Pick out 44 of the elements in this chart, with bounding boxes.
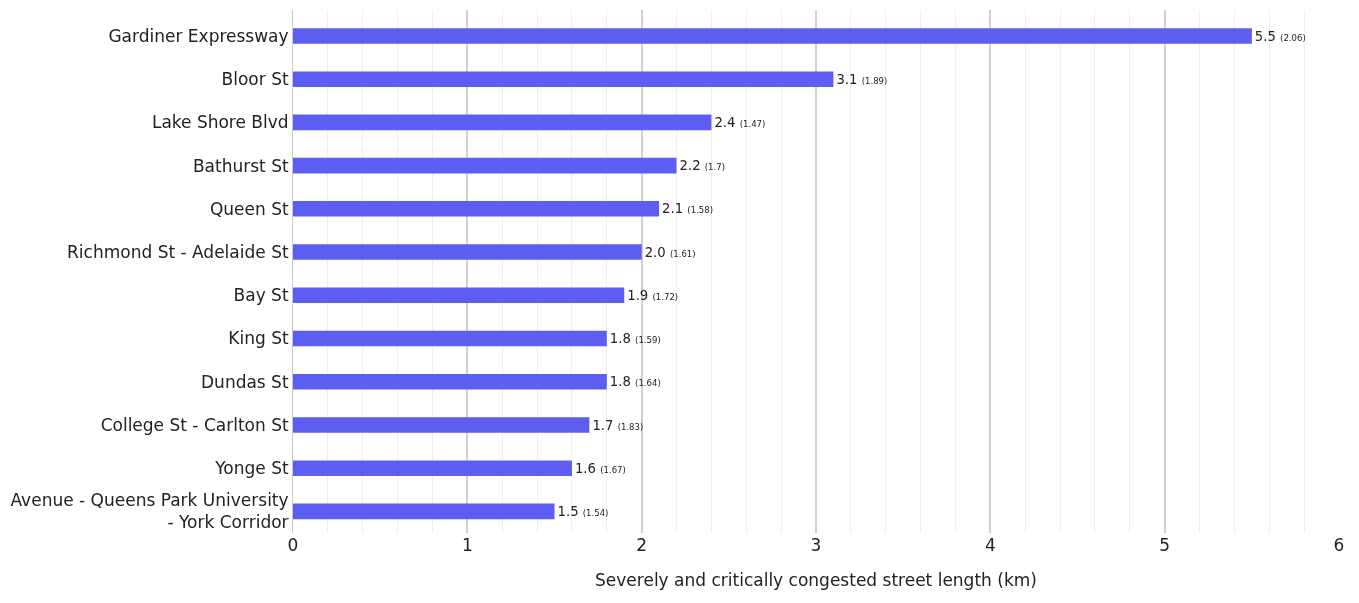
bar <box>293 330 607 347</box>
y-tick-label: Richmond St - Adelaide St <box>67 242 289 262</box>
y-tick-label: College St - Carlton St <box>100 414 289 435</box>
bar <box>293 244 642 260</box>
data-label: 5.5 (2.06) <box>1254 28 1306 44</box>
x-tick-label: 0 <box>287 535 299 555</box>
y-tick-label: Bay St <box>233 285 289 306</box>
y-tick-label: Dundas St <box>201 371 289 392</box>
data-label: 1.9 (1.72) <box>627 287 679 303</box>
data-label: 1.8 (1.64) <box>609 374 661 390</box>
data-label: 3.1 (1.89) <box>836 71 888 87</box>
data-label: 1.8 (1.59) <box>609 331 661 347</box>
y-tick-label: Bloor St <box>221 69 289 90</box>
data-label: 1.5 (1.54) <box>557 504 609 520</box>
bar <box>293 201 660 217</box>
x-tick-label: 4 <box>984 535 996 555</box>
bar <box>293 28 1252 44</box>
bar <box>293 71 834 87</box>
bar <box>293 157 677 174</box>
y-tick-label: Queen St <box>209 198 289 219</box>
data-label: 2.4 (1.47) <box>714 115 766 131</box>
bar <box>293 503 555 520</box>
x-tick-label: 1 <box>461 535 473 555</box>
bar <box>293 114 712 131</box>
y-tick-label: Yonge St <box>214 458 289 479</box>
data-label: 2.1 (1.58) <box>662 201 714 217</box>
data-label: 2.2 (1.7) <box>679 158 726 174</box>
x-tick-label: 2 <box>636 535 648 555</box>
x-tick-label: 5 <box>1159 535 1171 555</box>
y-tick-label: Avenue - Queens Park University - York Corridor <box>10 490 289 533</box>
y-tick-label: Lake Shore Blvd <box>151 112 289 133</box>
bar <box>293 417 590 433</box>
bar <box>293 287 625 304</box>
data-label: 1.7 (1.83) <box>592 417 644 433</box>
y-tick-label: King St <box>228 328 289 349</box>
y-tick-label: Bathurst St <box>192 155 289 176</box>
bar <box>293 373 607 390</box>
bar <box>293 460 572 476</box>
x-tick-label: 3 <box>810 535 822 555</box>
x-axis-title: Severely and critically congested street length (km) <box>595 570 1037 591</box>
data-label: 2.0 (1.61) <box>644 244 696 260</box>
y-tick-label: Gardiner Expressway <box>108 25 289 46</box>
x-tick-label: 6 <box>1333 535 1345 555</box>
data-label: 1.6 (1.67) <box>574 460 626 476</box>
